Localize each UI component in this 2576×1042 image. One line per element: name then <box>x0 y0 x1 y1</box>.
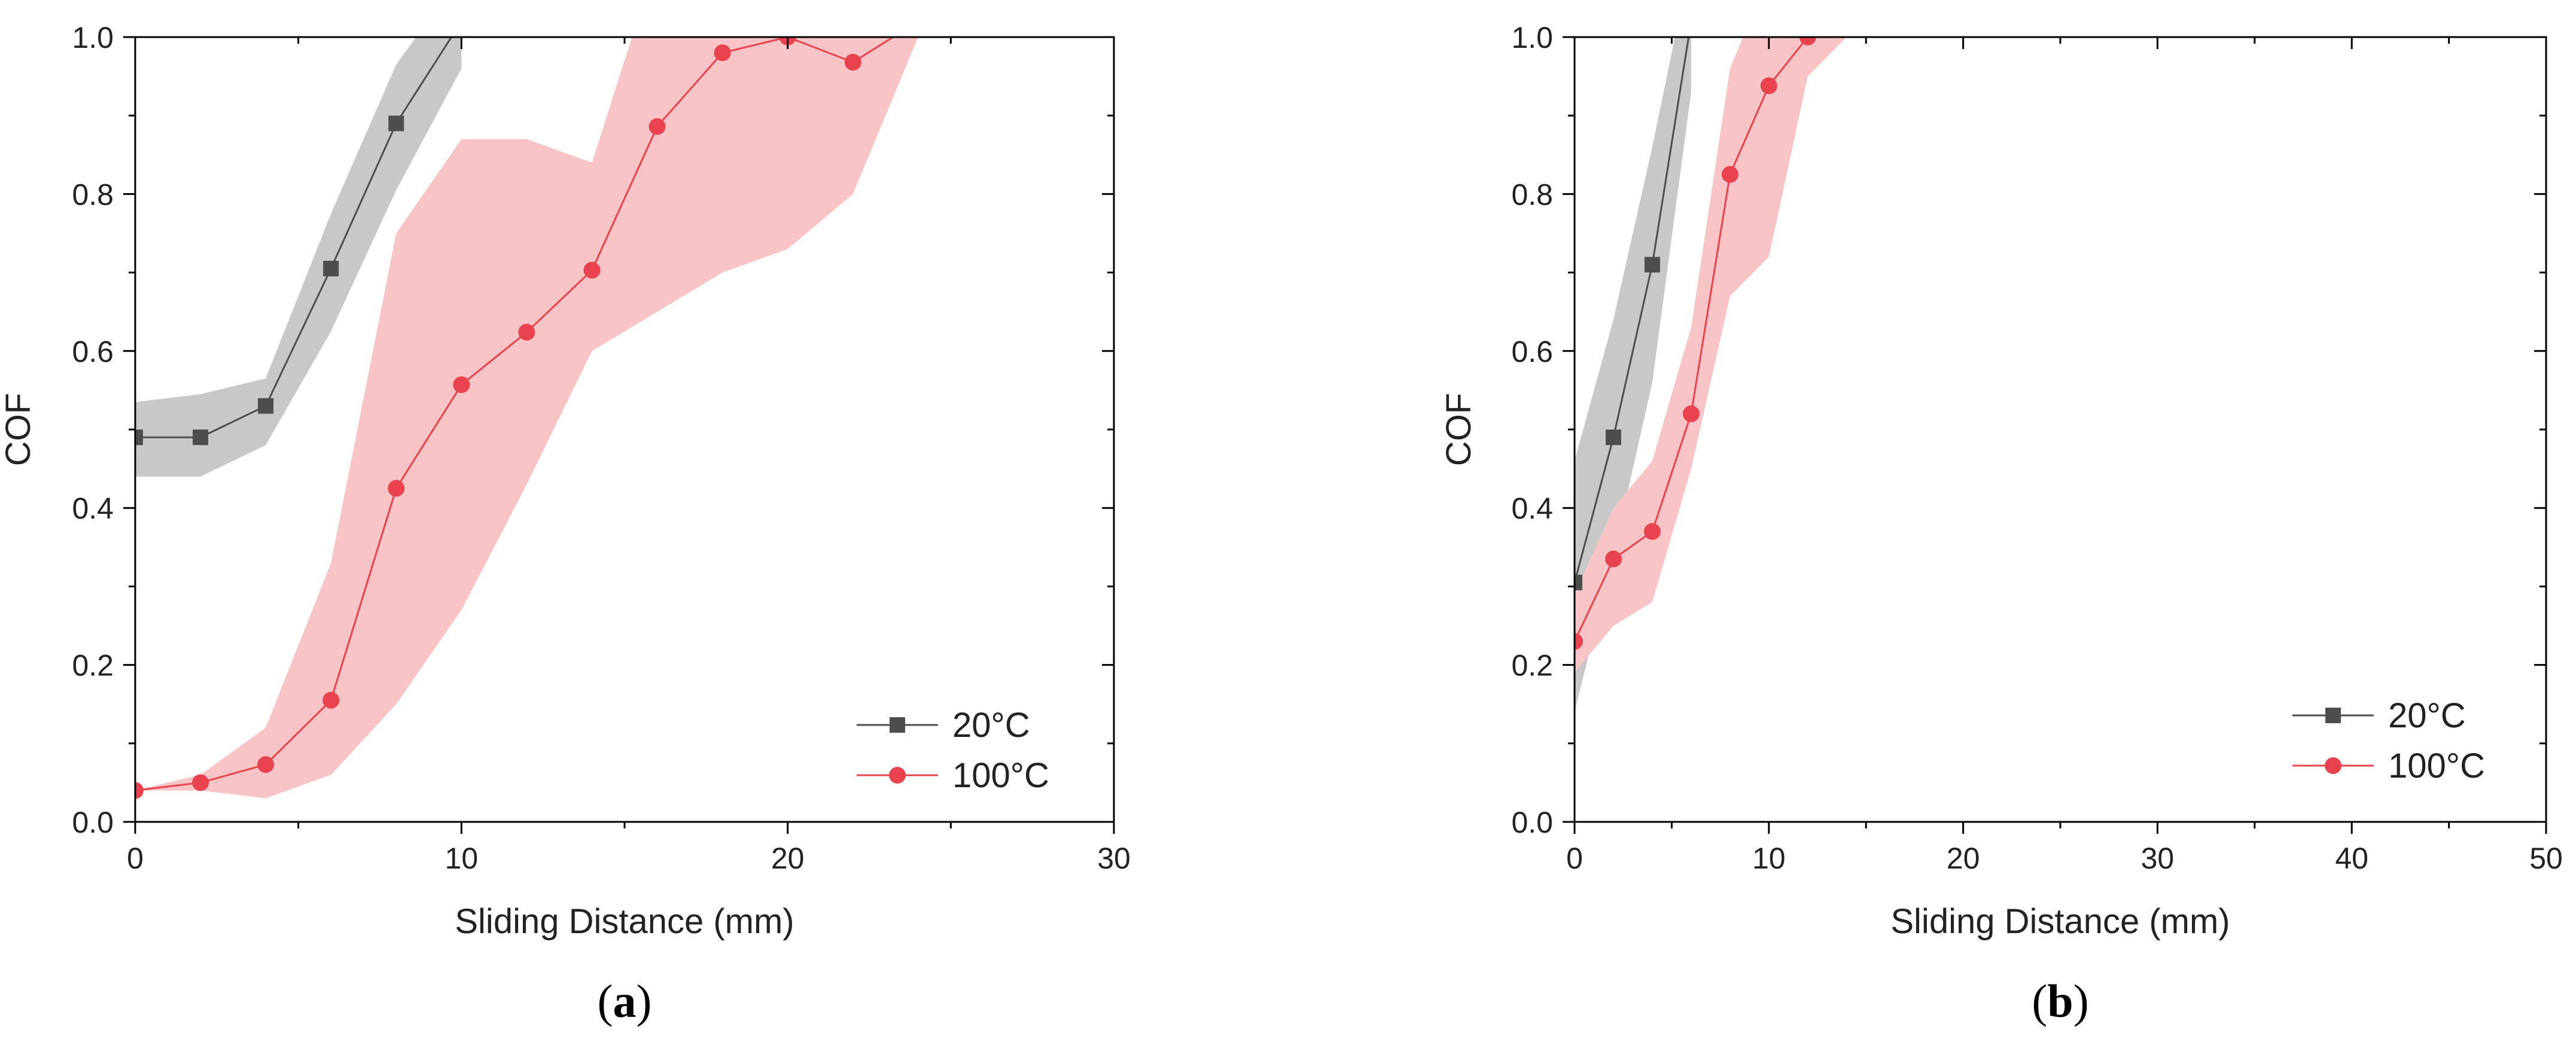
x-tick-label: 20 <box>771 842 805 875</box>
data-point-series-1-6 <box>1799 37 1816 45</box>
legend: 20°C 100°C <box>2292 696 2485 785</box>
data-point-series-0-1 <box>1605 429 1621 446</box>
y-tick-label: 1.0 <box>72 21 114 54</box>
y-tick-label: 0.4 <box>72 492 114 525</box>
x-tick-label: 30 <box>1097 842 1131 875</box>
data-point-series-0-2 <box>1644 257 1660 273</box>
legend-marker-1 <box>889 767 906 784</box>
legend-label-0: 20°C <box>2388 696 2466 735</box>
data-point-series-1-0 <box>1575 633 1583 650</box>
y-tick-label: 0.8 <box>72 178 114 211</box>
data-point-series-1-4 <box>1721 166 1738 183</box>
y-tick-label: 0.6 <box>72 335 114 368</box>
data-point-series-0-0 <box>1575 574 1582 590</box>
y-tick-label: 0.0 <box>1511 806 1553 839</box>
x-tick-label: 50 <box>2529 842 2563 875</box>
x-axis-title: Sliding Distance (mm) <box>455 902 794 941</box>
y-tick-label: 0.0 <box>72 806 114 839</box>
x-tick-label: 10 <box>1752 842 1786 875</box>
plot-area <box>1575 37 1847 712</box>
x-tick-label: 20 <box>1947 842 1980 875</box>
series-line-0 <box>135 37 453 438</box>
panel-label: (a) <box>598 975 652 1027</box>
data-point-series-1-6 <box>518 324 535 341</box>
legend: 20°C 100°C <box>857 706 1049 795</box>
legend-label-1: 100°C <box>952 756 1049 795</box>
x-tick-label: 10 <box>445 842 479 875</box>
y-tick-label: 1.0 <box>1511 21 1553 54</box>
data-point-series-1-5 <box>1760 77 1777 95</box>
data-point-series-0-1 <box>193 429 209 446</box>
chart-panel-b: 0 10 20 30 40 50 0.0 0.2 0.4 0.6 0.8 1.0 Sliding Dis… <box>1439 21 2563 1027</box>
legend-label-0: 20°C <box>952 706 1030 745</box>
panel-label: (b) <box>2032 975 2088 1027</box>
data-point-series-1-1 <box>1604 550 1622 568</box>
y-tick-label: 0.2 <box>72 649 114 683</box>
data-point-series-1-2 <box>1643 523 1661 540</box>
data-point-series-1-8 <box>648 118 666 135</box>
data-point-series-1-0 <box>135 782 144 799</box>
x-tick-label: 0 <box>127 842 144 875</box>
data-point-series-0-0 <box>135 429 143 446</box>
data-point-series-1-7 <box>583 261 601 279</box>
data-point-series-1-9 <box>714 44 731 62</box>
x-tick-label: 40 <box>2335 842 2368 875</box>
legend-label-1: 100°C <box>2388 747 2485 785</box>
data-point-series-1-4 <box>388 480 405 497</box>
legend-marker-1 <box>2325 757 2341 774</box>
data-point-series-1-2 <box>257 756 275 773</box>
data-point-series-1-3 <box>322 691 340 709</box>
data-point-series-1-11 <box>844 53 861 71</box>
legend-marker-0 <box>890 717 905 733</box>
chart-panel-a: 0 10 20 30 0.0 0.2 0.4 0.6 0.8 1.0 Sliding Distanc… <box>0 21 1131 1027</box>
error-band-series-1 <box>1575 37 1847 673</box>
series-line-0 <box>1575 37 1690 583</box>
error-band-series-0 <box>135 37 462 477</box>
plot-area <box>135 37 918 799</box>
data-point-series-0-3 <box>323 261 339 277</box>
y-tick-label: 0.6 <box>1511 335 1553 368</box>
y-axis-title: COF <box>0 393 38 466</box>
y-tick-label: 0.2 <box>1511 649 1553 683</box>
data-point-series-1-1 <box>192 774 209 791</box>
y-tick-label: 0.8 <box>1511 178 1553 211</box>
data-point-series-1-3 <box>1682 405 1700 422</box>
error-band-series-1 <box>135 37 918 799</box>
data-point-series-1-5 <box>453 376 470 394</box>
x-tick-label: 30 <box>2141 842 2175 875</box>
x-axis-title: Sliding Distance (mm) <box>1890 902 2230 941</box>
data-point-series-0-2 <box>258 398 274 414</box>
legend-marker-0 <box>2325 708 2341 723</box>
data-point-series-0-4 <box>388 115 404 132</box>
x-tick-label: 0 <box>1566 842 1583 875</box>
y-tick-label: 0.4 <box>1511 492 1553 525</box>
y-axis-title: COF <box>1439 393 1478 466</box>
